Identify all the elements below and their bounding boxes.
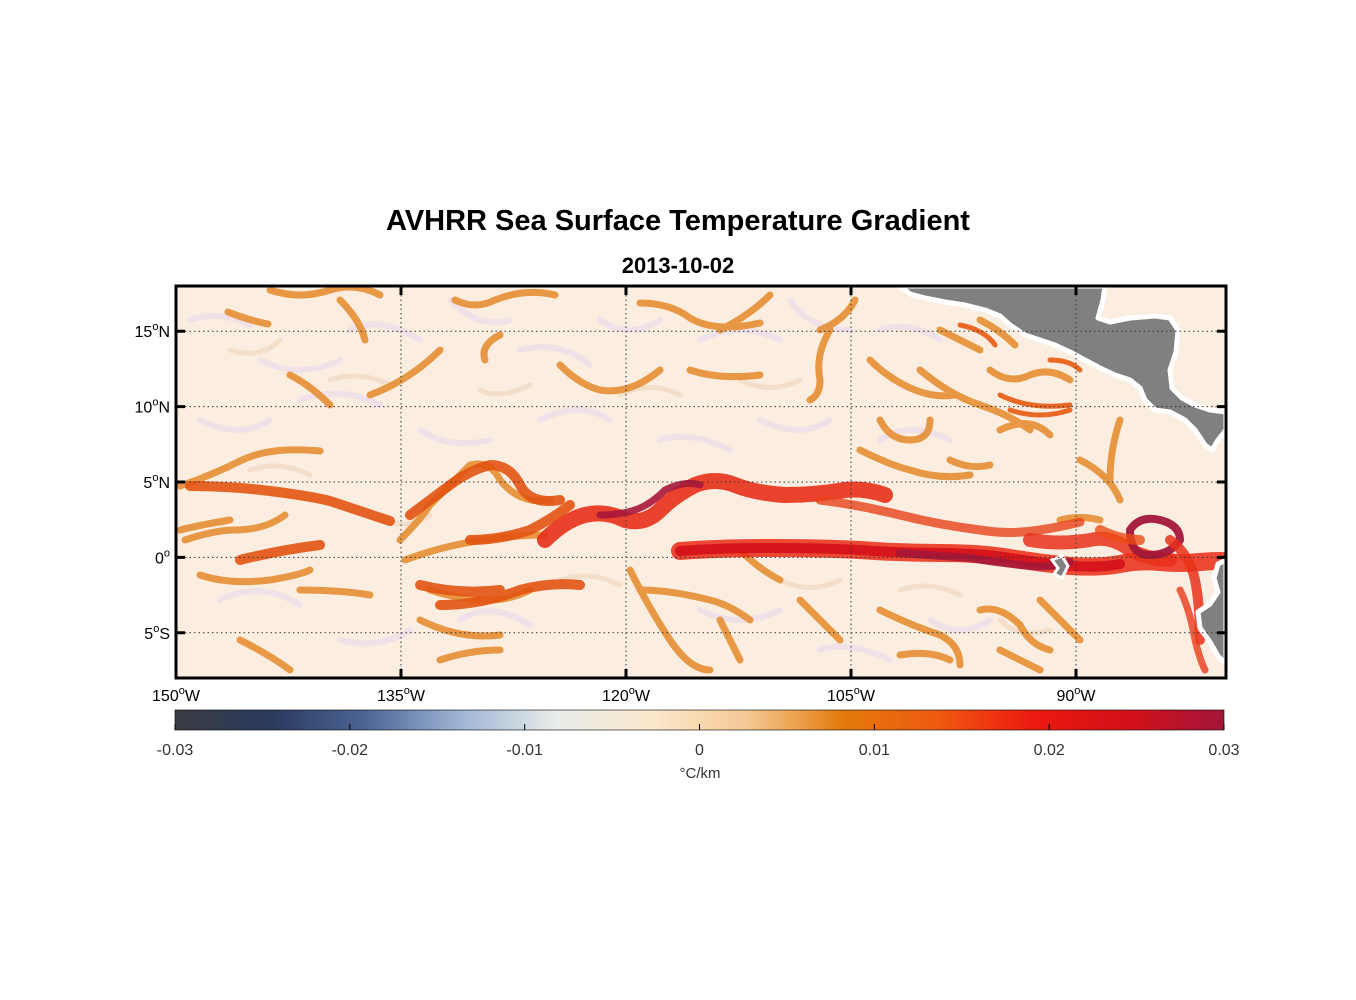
colorbar-tick-label: 0	[695, 742, 704, 759]
lat-tick-label: 5oS	[144, 623, 170, 643]
lat-tick-label: 0o	[155, 547, 170, 567]
gradient-field	[176, 286, 1226, 674]
central-america-land	[897, 286, 1226, 453]
colorbar-tick-label: -0.03	[157, 742, 194, 759]
colorbar-tick-label: 0.02	[1034, 742, 1065, 759]
northeast-fronts	[957, 322, 1083, 418]
lon-tick-label: 120oW	[602, 685, 651, 705]
medium-fronts	[185, 460, 585, 610]
chart-title: AVHRR Sea Surface Temperature Gradient	[386, 205, 970, 237]
land	[897, 286, 1226, 667]
south-america-land	[1195, 557, 1226, 667]
texture-streaks	[187, 297, 993, 663]
colorbar-tick-label: -0.02	[332, 742, 369, 759]
axis-ticks	[174, 286, 1226, 678]
lon-tick-label: 105oW	[827, 685, 876, 705]
colorbar-tick-label: 0.01	[859, 742, 890, 759]
lon-tick-label: 90oW	[1056, 685, 1096, 705]
galapagos-islands	[1049, 554, 1070, 581]
lat-tick-label: 15oN	[135, 321, 170, 341]
lon-tick-label: 150oW	[152, 685, 201, 705]
colorbar-ticks: -0.03 -0.02 -0.01 0 0.01 0.02 0.03	[157, 724, 1240, 759]
colorbar-label: °C/km	[680, 765, 721, 782]
lat-tick-label: 5oN	[143, 472, 170, 492]
colorbar-tick-label: 0.03	[1208, 742, 1239, 759]
texture-streaks-light	[227, 337, 1053, 636]
chart-subtitle: 2013-10-02	[621, 253, 735, 278]
longitude-labels: 150oW 135oW 120oW 105oW 90oW	[152, 685, 1096, 705]
equatorial-front	[671, 514, 1226, 674]
northern-front	[537, 473, 1085, 548]
lat-tick-label: 10oN	[135, 397, 170, 417]
latitude-labels: 15oN 10oN 5oN 0o 5oS	[135, 321, 170, 643]
colorbar-tick-label: -0.01	[506, 742, 543, 759]
lon-tick-label: 135oW	[377, 685, 426, 705]
